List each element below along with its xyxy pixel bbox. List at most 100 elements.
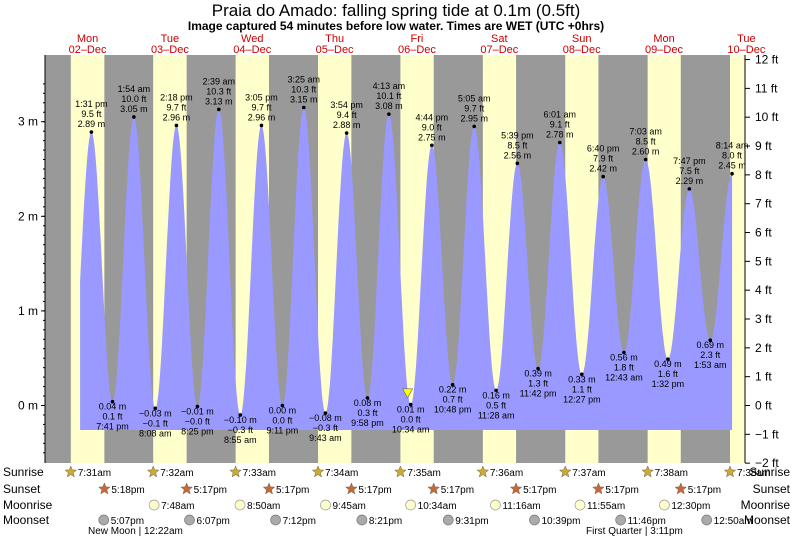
tide-label: 1.1 ft — [572, 384, 593, 394]
moonset-icon — [270, 514, 281, 526]
tide-label: −0.08 m — [309, 413, 342, 423]
tide-label: 12:27 pm — [563, 394, 601, 404]
tide-label: 2.60 m — [632, 147, 660, 157]
day-label: Wed — [241, 33, 263, 45]
sunrise-time: 7:32am — [160, 468, 193, 479]
tide-point — [666, 357, 670, 361]
date-label: 10–Dec — [727, 44, 765, 56]
tide-point — [195, 404, 200, 409]
tide-label: 3.15 m — [290, 95, 318, 105]
tide-label: 10.0 ft — [121, 94, 147, 104]
moonset-icon — [442, 514, 454, 526]
moonrise-time: 10:34am — [418, 501, 457, 512]
tide-point — [730, 171, 734, 176]
moonrise-icon — [659, 499, 670, 511]
tide-point — [89, 130, 94, 134]
sunrise-time: 7:37am — [572, 468, 605, 479]
tide-label: 0.3 ft — [357, 408, 378, 418]
tide-point — [708, 338, 713, 343]
tide-label: 9:58 pm — [351, 418, 384, 428]
moonset-icon — [98, 514, 110, 526]
tide-label: 0.0 ft — [272, 416, 293, 426]
tide-point — [557, 140, 562, 145]
right-axis-tick-label: 3 ft — [755, 312, 772, 326]
tide-label: 1:53 am — [694, 360, 727, 370]
day-label: Mon — [77, 33, 98, 45]
tide-label: 4:44 pm — [416, 112, 449, 122]
sunrise-star-icon — [394, 465, 407, 478]
sunset-star-icon — [674, 482, 688, 495]
moonrise-icon — [405, 499, 417, 511]
tide-label: 1.3 ft — [528, 379, 549, 389]
moonset-time: 5:07pm — [111, 516, 144, 527]
tide-label: −0.0 ft — [185, 416, 211, 426]
chart-subtitle: Image captured 54 minutes before low wat… — [188, 19, 604, 33]
tide-label: 8.5 ft — [636, 137, 657, 147]
right-axis-tick-label: 2 ft — [755, 341, 772, 355]
tide-label: 1:32 pm — [652, 379, 685, 389]
tide-label: −0.01 m — [181, 406, 214, 416]
tide-label: 7:03 am — [629, 127, 662, 137]
moonset-time: 9:31pm — [455, 516, 488, 527]
sunrise-time: 7:35am — [407, 468, 440, 479]
moonset-icon — [356, 514, 368, 526]
tide-label: 0.69 m — [697, 340, 725, 350]
tide-label: 1.8 ft — [614, 363, 635, 373]
moonrise-time: 9:45am — [333, 501, 366, 512]
moonrise-time: 8:50am — [247, 501, 280, 512]
tide-label: 1:31 pm — [75, 99, 108, 109]
moonrise-time: 11:55am — [587, 501, 625, 512]
tide-label: 3.13 m — [205, 96, 233, 106]
left-axis-tick-label: 2 m — [18, 209, 38, 223]
sunset-star-icon — [509, 482, 523, 495]
sunrise-star-icon — [641, 465, 655, 478]
moonset-time: 12:50am — [714, 516, 753, 527]
tide-label: 2.3 ft — [700, 350, 721, 360]
tide-label: 9.1 ft — [550, 120, 571, 130]
tide-label: 8:14 am — [716, 141, 749, 151]
tide-label: 9.7 ft — [166, 102, 187, 112]
tide-label: 0.22 m — [439, 385, 467, 395]
tide-label: 7.5 ft — [679, 166, 700, 176]
tide-area — [80, 107, 733, 430]
tide-label: 11:28 am — [478, 410, 515, 420]
date-label: 09–Dec — [645, 44, 683, 56]
sunset-star-icon — [345, 482, 358, 495]
sunset-time: 5:17pm — [358, 485, 391, 496]
tide-label: 10:48 pm — [434, 405, 472, 415]
date-label: 05–Dec — [316, 44, 354, 56]
left-axis-tick-label: 0 m — [18, 399, 38, 413]
tide-point — [472, 124, 476, 129]
tide-label: 2.78 m — [546, 130, 574, 140]
tide-point — [216, 107, 221, 112]
tide-point — [132, 115, 136, 119]
tide-label: 9:43 am — [309, 433, 342, 443]
day-label: Sat — [491, 33, 508, 45]
tide-label: −0.10 m — [224, 415, 257, 425]
tide-label: 0.39 m — [524, 369, 552, 379]
sunset-time: 5:17pm — [523, 485, 556, 496]
tide-label: 11:42 pm — [520, 389, 557, 399]
moonset-time: 10:39pm — [541, 516, 580, 527]
date-label: 08–Dec — [563, 44, 601, 56]
day-label: Thu — [325, 33, 344, 45]
tide-labels: 1:31 pm9.5 ft2.89 m 0.04 m0.1 ft7:41 pm 1:… — [75, 75, 748, 445]
moonrise-row-label-right: Moonrise — [741, 498, 791, 512]
tide-label: 3:05 pm — [245, 92, 278, 102]
moon-phase-new: New Moon | 12:22am — [88, 526, 183, 537]
current-tide-marker — [402, 388, 414, 399]
tide-label: 6:40 pm — [587, 144, 620, 154]
sunset-star-icon — [427, 482, 441, 495]
tide-label: 9.4 ft — [337, 110, 358, 120]
tide-label: 9.7 ft — [464, 103, 485, 113]
tide-label: 2.88 m — [333, 120, 361, 130]
tide-label: 3.08 m — [375, 101, 403, 111]
day-label: Tue — [161, 33, 180, 45]
day-label: Mon — [653, 33, 674, 45]
sunset-row-label-right: Sunset — [753, 482, 791, 496]
sunset-star-icon — [180, 482, 194, 495]
sunrise-time: 7:36am — [490, 468, 523, 479]
tide-label: −0.3 ft — [313, 423, 339, 433]
tide-point — [323, 411, 328, 415]
